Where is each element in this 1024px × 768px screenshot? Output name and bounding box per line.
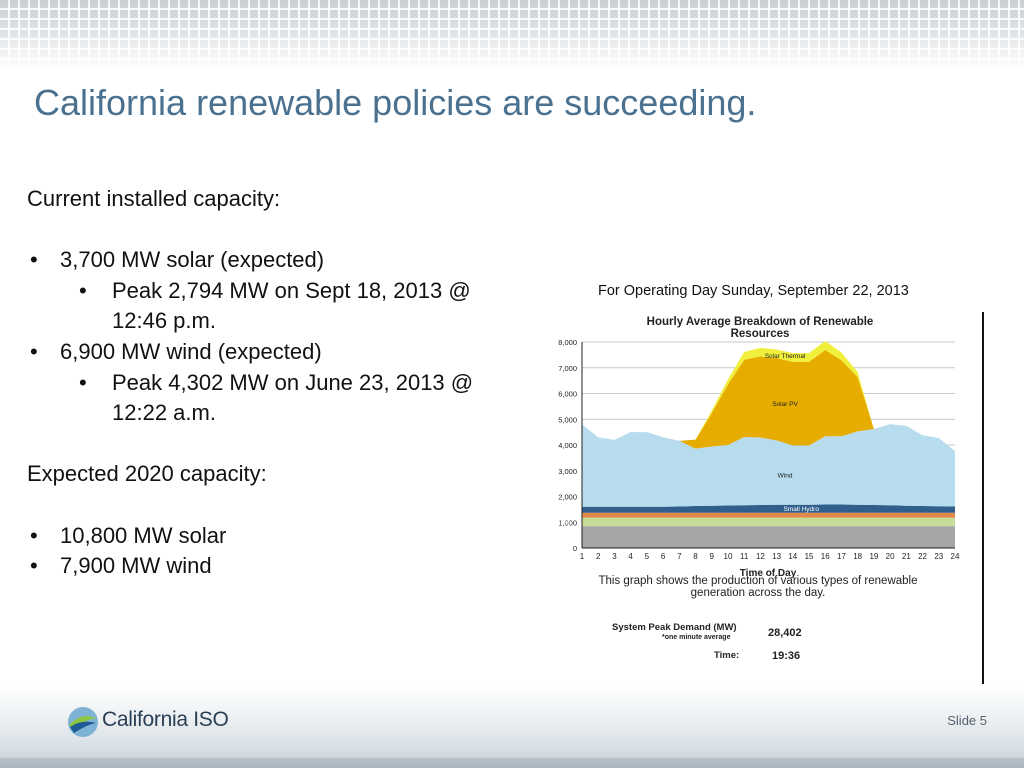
- body-heading-2020: Expected 2020 capacity:: [27, 461, 267, 487]
- peak-demand-label: System Peak Demand (MW): [612, 622, 737, 633]
- chart-areas: [582, 340, 955, 548]
- x-tick-label: 12: [756, 552, 765, 561]
- top-decorative-band: [0, 0, 1024, 70]
- x-tick-label: 22: [918, 552, 927, 561]
- california-iso-logo: California ISO: [66, 703, 246, 743]
- x-tick-label: 11: [740, 552, 749, 561]
- chart-caption: This graph shows the production of vario…: [583, 575, 933, 599]
- bullet-solar-current: 3,700 MW solar (expected): [27, 245, 547, 276]
- renewables-area-chart: Hourly Average Breakdown of Renewable Re…: [541, 316, 960, 578]
- slide-title: California renewable policies are succee…: [34, 82, 757, 123]
- y-tick-label: 0: [573, 544, 577, 553]
- series-label-solar-thermal: Solar Thermal: [765, 353, 806, 360]
- x-tick-label: 4: [628, 552, 633, 561]
- x-tick-label: 24: [951, 552, 960, 561]
- area-solar-pv: [582, 349, 955, 452]
- bullet-wind-current: 6,900 MW wind (expected): [27, 337, 547, 368]
- x-tick-label: 5: [645, 552, 650, 561]
- x-tick-label: 18: [853, 552, 862, 561]
- chart-caption-line-2: generation across the day.: [690, 587, 826, 599]
- subbullet-wind-peak-time: 12:22 a.m.: [112, 400, 216, 426]
- bullet-wind-2020: 7,900 MW wind: [27, 551, 547, 582]
- x-tick-label: 15: [805, 552, 814, 561]
- y-tick-label: 7,000: [558, 364, 577, 373]
- operating-day-label: For Operating Day Sunday, September 22, …: [598, 283, 909, 299]
- x-tick-label: 14: [788, 552, 797, 561]
- slide-number: Slide 5: [947, 713, 987, 728]
- x-tick-label: 20: [886, 552, 895, 561]
- x-tick-label: 10: [724, 552, 733, 561]
- area-geothermal: [582, 526, 955, 548]
- x-tick-label: 13: [772, 552, 781, 561]
- x-tick-label: 16: [821, 552, 830, 561]
- x-tick-label: 9: [710, 552, 715, 561]
- body-heading-current: Current installed capacity:: [27, 186, 281, 211]
- logo-swirl-icon: [68, 707, 98, 737]
- area-wind: [582, 424, 955, 507]
- spacer: [27, 429, 547, 460]
- y-tick-label: 1,000: [558, 518, 577, 527]
- series-label-biomass: Biomass: [546, 519, 572, 526]
- x-tick-label: 7: [677, 552, 682, 561]
- series-label-biogas: Biogas: [548, 513, 569, 520]
- subbullet-solar-peak: Peak 2,794 MW on Sept 18, 2013 @: [27, 276, 547, 307]
- spacer: [27, 490, 547, 521]
- peak-time-label: Time:: [714, 650, 740, 661]
- peak-time-value: 19:36: [772, 650, 801, 662]
- y-tick-label: 6,000: [558, 390, 577, 399]
- chart-axes: 0 1,000 2,000 3,000 4,000 5,000 6,000 7,000 8,00…: [558, 338, 960, 561]
- x-tick-label: 21: [902, 552, 911, 561]
- x-tick-label: 17: [837, 552, 846, 561]
- chart-title-line-2: Resources: [731, 328, 790, 340]
- y-tick-label: 5,000: [558, 415, 577, 424]
- subbullet-wind-peak: Peak 4,302 MW on June 23, 2013 @: [27, 368, 547, 399]
- bullet-solar-2020: 10,800 MW solar: [27, 521, 547, 552]
- peak-demand-footnote: *one minute average: [662, 634, 731, 641]
- series-label-small-hydro: Small Hydro: [784, 506, 820, 513]
- x-tick-label: 1: [580, 552, 585, 561]
- spacer: [27, 215, 547, 246]
- x-tick-label: 19: [869, 552, 878, 561]
- peak-demand-value: 28,402: [768, 627, 802, 639]
- x-tick-label: 6: [661, 552, 666, 561]
- area-biogas: [582, 512, 955, 518]
- area-biomass: [582, 517, 955, 527]
- y-tick-label: 8,000: [558, 338, 577, 347]
- chart-title-line-1: Hourly Average Breakdown of Renewable: [647, 316, 874, 328]
- footer-band: [0, 685, 1024, 768]
- y-tick-label: 3,000: [558, 467, 577, 476]
- y-tick-label: 2,000: [558, 493, 577, 502]
- x-tick-label: 2: [596, 552, 601, 561]
- series-label-wind: Wind: [778, 473, 793, 480]
- area-small-hydro: [582, 504, 955, 513]
- y-tick-label: 4,000: [558, 441, 577, 450]
- chart-caption-line-1: This graph shows the production of vario…: [598, 575, 918, 587]
- body-text: Current installed capacity: 3,700 MW sol…: [27, 184, 547, 582]
- chart-x-axis-label: Time of Day: [740, 568, 797, 578]
- subbullet-solar-peak-time: 12:46 p.m.: [112, 308, 216, 334]
- x-tick-label: 3: [612, 552, 617, 561]
- x-tick-label: 8: [693, 552, 698, 561]
- logo-wordmark: California ISO: [102, 708, 229, 731]
- vertical-divider: [982, 312, 984, 684]
- series-label-geothermal: Geothermal: [541, 535, 576, 542]
- x-tick-label: 23: [934, 552, 943, 561]
- series-label-solar-pv: Solar PV: [772, 401, 798, 408]
